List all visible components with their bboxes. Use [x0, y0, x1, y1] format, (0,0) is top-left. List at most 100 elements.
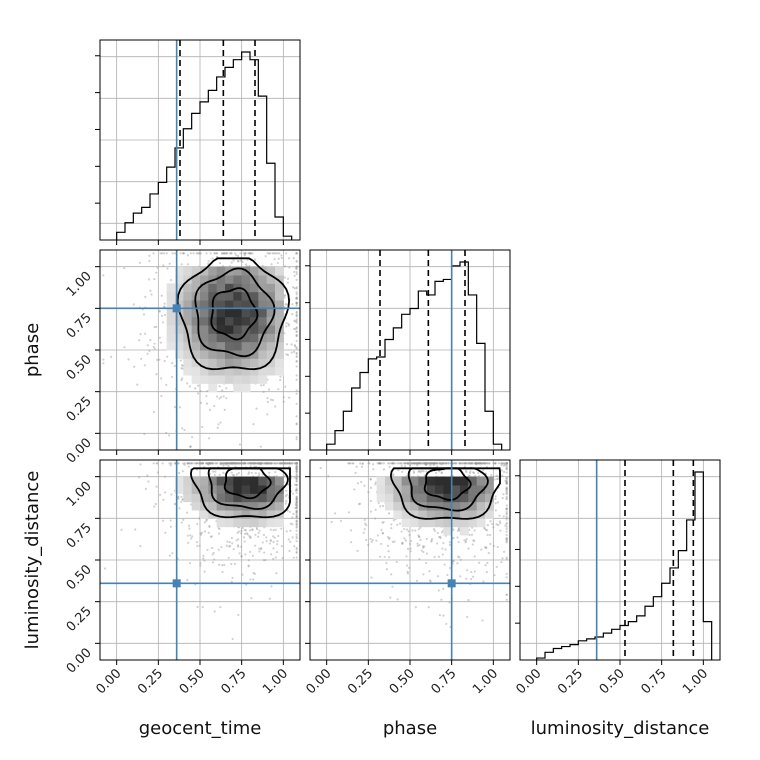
sample-point	[217, 526, 220, 530]
sample-point	[494, 502, 497, 505]
density-cell	[225, 275, 234, 284]
sample-point	[457, 528, 461, 531]
sample-point	[392, 519, 395, 522]
sample-point	[505, 491, 508, 494]
density-cell	[233, 485, 243, 494]
sample-point	[482, 580, 485, 583]
sample-point	[270, 462, 273, 465]
y-tick-label: 0.75	[64, 311, 95, 342]
sample-point	[231, 637, 234, 641]
sample-point	[205, 402, 209, 405]
density-cell	[250, 341, 259, 351]
sample-point	[422, 545, 425, 548]
sample-point	[439, 462, 442, 465]
sample-point	[295, 477, 298, 481]
sample-point	[295, 497, 298, 500]
sample-point	[501, 462, 504, 465]
sample-point	[477, 474, 481, 478]
sample-point	[260, 462, 263, 465]
sample-point	[247, 252, 250, 255]
sample-point	[463, 462, 467, 465]
sample-point	[463, 462, 467, 465]
sample-point	[293, 345, 297, 348]
sample-point	[259, 445, 262, 448]
sample-point	[295, 467, 298, 470]
density-cell	[266, 510, 276, 519]
density-cell	[166, 308, 176, 318]
sample-point	[232, 462, 235, 465]
sample-point	[425, 463, 428, 466]
sample-point	[165, 383, 168, 387]
x-tick-label: 0.75	[638, 666, 669, 697]
sample-point	[283, 265, 287, 268]
sample-point	[498, 520, 502, 523]
sample-point	[371, 538, 374, 542]
sample-point	[432, 462, 435, 465]
sample-point	[414, 606, 417, 609]
density-cell	[200, 375, 209, 384]
sample-point	[180, 367, 183, 370]
density-cell	[216, 366, 226, 376]
sample-point	[272, 462, 275, 465]
sample-point	[153, 505, 156, 508]
density-cell	[191, 283, 201, 293]
sample-point	[238, 462, 241, 465]
sample-point	[484, 462, 487, 465]
sample-point	[221, 462, 224, 465]
sample-point	[295, 499, 298, 502]
sample-point	[412, 462, 416, 465]
sample-point	[182, 252, 185, 255]
density-cell	[175, 266, 184, 276]
sample-point	[177, 462, 180, 465]
sample-point	[474, 462, 477, 465]
sample-point	[361, 462, 364, 465]
sample-point	[295, 462, 298, 465]
density-cell	[200, 510, 209, 519]
sample-point	[173, 406, 177, 409]
density-cell	[166, 291, 176, 301]
sample-point	[226, 462, 229, 465]
sample-point	[358, 502, 362, 505]
sample-point	[252, 571, 255, 575]
sample-point	[505, 512, 508, 516]
sample-point	[284, 303, 287, 306]
sample-point	[199, 462, 202, 465]
sample-point	[407, 530, 410, 533]
density-cell	[183, 316, 193, 326]
density-cell	[191, 308, 201, 318]
sample-point	[180, 500, 183, 504]
sample-point	[215, 252, 218, 255]
sample-point	[283, 276, 286, 279]
sample-point	[505, 516, 508, 519]
sample-point	[214, 470, 217, 473]
sample-point	[502, 515, 505, 518]
sample-point	[213, 252, 216, 255]
sample-point	[179, 359, 182, 362]
sample-point	[189, 252, 192, 255]
sample-point	[180, 521, 183, 524]
sample-point	[471, 462, 474, 465]
sample-point	[472, 575, 475, 578]
sample-point	[235, 254, 238, 257]
sample-point	[160, 294, 163, 297]
sample-point	[493, 574, 496, 577]
sample-point	[396, 462, 399, 465]
sample-point	[435, 542, 439, 545]
sample-point	[192, 252, 195, 255]
density-cell	[216, 476, 226, 486]
sample-point	[401, 542, 404, 545]
sample-point	[285, 325, 288, 328]
sample-point	[207, 462, 210, 465]
sample-point	[505, 481, 508, 484]
sample-point	[425, 552, 428, 555]
sample-point	[165, 252, 168, 255]
sample-point	[505, 462, 508, 465]
sample-point	[429, 462, 432, 465]
sample-point	[283, 462, 286, 465]
sample-point	[239, 252, 242, 255]
sample-point	[492, 526, 495, 529]
sample-point	[160, 394, 163, 398]
sample-point	[477, 462, 481, 465]
sample-point	[240, 545, 243, 548]
sample-point	[295, 462, 298, 465]
